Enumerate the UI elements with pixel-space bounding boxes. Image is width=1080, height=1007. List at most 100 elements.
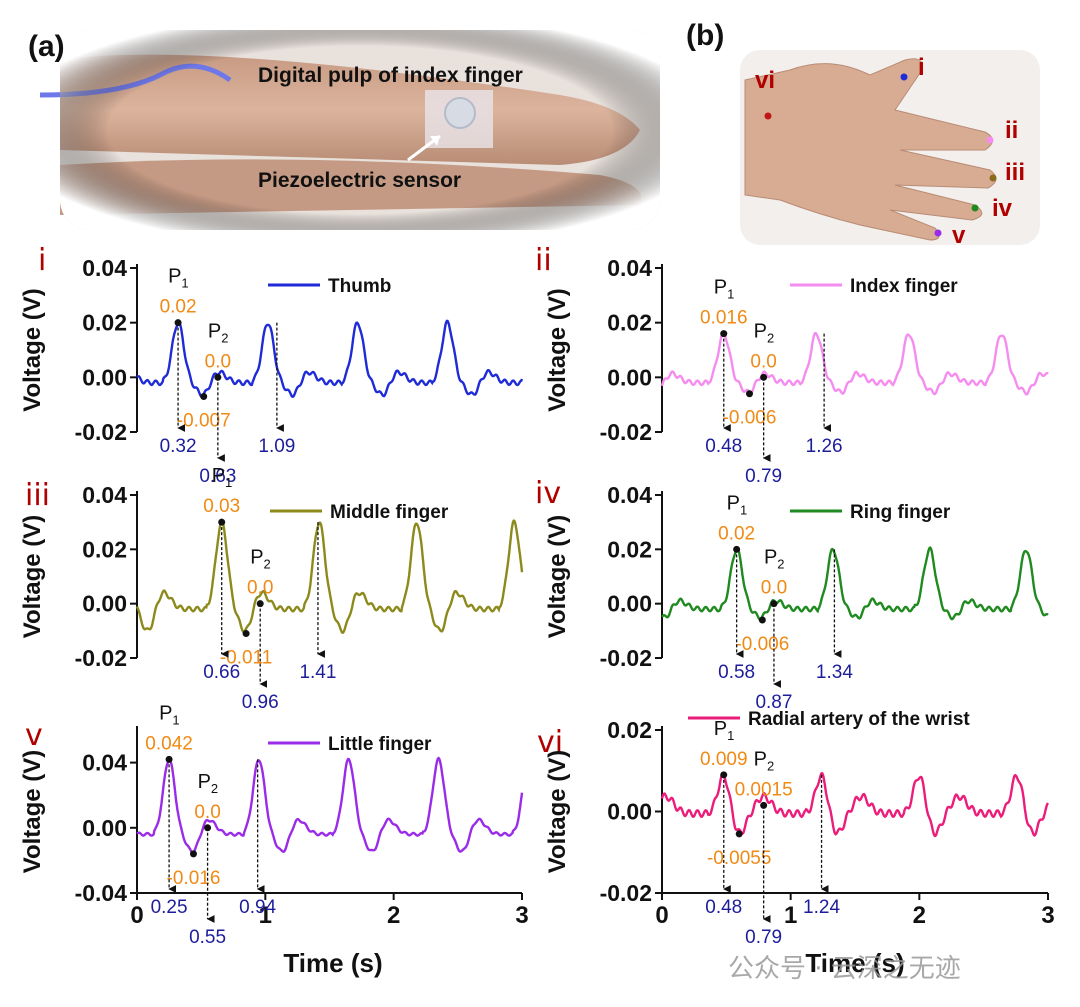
point-value-trough-iii: -0.011 (220, 648, 272, 669)
x-axis-title-left: Time (s) (283, 948, 382, 978)
series-line-i (136, 319, 524, 398)
panel-roman-i: i (38, 243, 46, 278)
site-dot-iii (989, 174, 997, 182)
panel-a-photo (39, 30, 660, 230)
y-axis-title-iii: Voltage (V) (19, 515, 46, 639)
point-value-trough-iv: -0.006 (735, 634, 789, 655)
y-tick-label-iv-1: 0.02 (607, 536, 652, 562)
site-label-v: v (952, 222, 966, 249)
chart-iv: iv 0.04 0.02 0.00 -0.02 Voltage (V) Ring finge… (535, 476, 1049, 713)
time-marker-label-v-2: 0.94 (239, 897, 276, 918)
series-line-v (136, 756, 524, 854)
time-marker-label-v-0: 0.25 (151, 897, 188, 918)
chart-ii: ii 0.04 0.02 0.00 -0.02 Voltage (V) Index fing… (535, 243, 1049, 487)
y-tick-label-ii-0: 0.04 (607, 255, 652, 281)
legend-label-v: Little finger (328, 734, 432, 755)
legend-label-ii: Index finger (850, 276, 958, 297)
panel-b-hand (740, 50, 1040, 245)
point-label-p1-ii: P1 (714, 277, 735, 302)
point-value-p1-ii: 0.016 (700, 308, 748, 329)
series-line-vi (660, 771, 1049, 838)
y-tick-label-iii-0: 0.04 (82, 482, 127, 508)
y-axis-title-v: Voltage (V) (19, 750, 46, 874)
point-value-p2-iii: 0.0 (247, 578, 273, 599)
site-label-ii: ii (1005, 117, 1018, 144)
y-tick-label-iii-2: 0.00 (82, 591, 127, 617)
point-value-p2-ii: 0.0 (750, 351, 776, 372)
panel-roman-iv: iv (535, 476, 561, 511)
point-trough-iv (758, 616, 766, 624)
chart-i: i 0.04 0.02 0.00 -0.02 Voltage (V) Thumb P1 0.02… (19, 243, 524, 487)
point-label-p1-v: P1 (159, 702, 180, 727)
panel-roman-v: v (25, 718, 43, 753)
point-value-p1-iii: 0.03 (203, 496, 240, 517)
caption-piezo-sensor: Piezoelectric sensor (258, 169, 461, 192)
point-label-p1-iv: P1 (727, 492, 748, 517)
point-value-p2-iv: 0.0 (761, 578, 787, 599)
series-line-ii (660, 330, 1049, 396)
chart-iii: iii 0.04 0.02 0.00 -0.02 Voltage (V) Middle fi… (19, 465, 524, 713)
site-label-iii: iii (1005, 159, 1025, 186)
site-dot-v (934, 229, 942, 237)
point-trough-v (189, 850, 197, 858)
x-tick-label-vi-2: 2 (913, 902, 926, 929)
time-marker-label-i-0: 0.32 (160, 436, 197, 457)
chart-v: v 0.04 0.00 -0.04 Voltage (V) 0 1 2 3 Little fing… (19, 702, 529, 948)
y-tick-label-i-1: 0.02 (82, 310, 127, 336)
point-label-p1-i: P1 (168, 266, 189, 291)
y-tick-label-ii-2: 0.00 (607, 364, 652, 390)
y-tick-label-ii-3: -0.02 (600, 419, 652, 445)
x-tick-label-vi-3: 3 (1041, 902, 1054, 929)
y-tick-label-iii-3: -0.02 (75, 645, 127, 671)
y-tick-label-v-2: -0.04 (75, 880, 128, 906)
point-value-trough-vi: -0.0055 (707, 848, 771, 869)
x-tick-label-v-0: 0 (130, 902, 143, 929)
x-tick-label-v-2: 2 (387, 902, 400, 929)
legend-label-iii: Middle finger (330, 502, 449, 523)
x-tick-label-v-1: 1 (259, 902, 272, 929)
y-axis-title-iv: Voltage (V) (544, 515, 571, 639)
time-marker-label-i-2: 1.09 (258, 436, 295, 457)
y-tick-label-i-2: 0.00 (82, 364, 127, 390)
point-value-p2-i: 0.0 (205, 351, 231, 372)
y-tick-label-vi-2: -0.02 (600, 880, 652, 906)
point-trough-ii (745, 390, 753, 398)
legend-label-i: Thumb (328, 276, 391, 297)
panel-a-label: (a) (28, 30, 65, 63)
legend-label-vi: Radial artery of the wrist (748, 709, 970, 730)
y-tick-label-ii-1: 0.02 (607, 310, 652, 336)
time-marker-label-iv-2: 1.34 (816, 662, 853, 683)
point-value-p2-vi: 0.0015 (735, 779, 793, 800)
y-tick-label-iv-3: -0.02 (600, 645, 652, 671)
y-tick-label-iv-0: 0.04 (607, 482, 652, 508)
time-marker-label-v-1: 0.55 (189, 927, 226, 948)
site-dot-vi (764, 112, 772, 120)
time-marker-label-ii-0: 0.48 (705, 436, 742, 457)
point-label-p2-v: P2 (198, 771, 219, 796)
x-tick-label-v-3: 3 (515, 902, 528, 929)
time-marker-label-iv-1: 0.87 (755, 692, 792, 713)
point-trough-vi (735, 830, 743, 838)
point-value-p2-v: 0.0 (194, 802, 220, 823)
point-trough-iii (242, 630, 250, 638)
point-trough-i (200, 392, 208, 400)
x-tick-label-vi-1: 1 (784, 902, 797, 929)
time-marker-label-i-1: 0.63 (199, 466, 236, 487)
panel-b-label: (b) (686, 19, 724, 52)
point-value-trough-v: -0.016 (167, 868, 221, 889)
y-tick-label-i-3: -0.02 (75, 419, 127, 445)
y-tick-label-vi-0: 0.02 (607, 717, 652, 743)
point-label-p1-vi: P1 (714, 718, 735, 743)
chart-vi: vi 0.02 0.00 -0.02 Voltage (V) 0 1 2 3 Radial art… (537, 709, 1055, 948)
y-tick-label-iii-1: 0.02 (82, 536, 127, 562)
site-dot-iv (971, 204, 979, 212)
y-tick-label-v-0: 0.04 (82, 750, 127, 776)
site-label-i: i (918, 54, 925, 81)
time-marker-label-iii-2: 1.41 (299, 662, 336, 683)
point-value-p1-v: 0.042 (145, 733, 193, 754)
time-marker-label-iv-0: 0.58 (718, 662, 755, 683)
point-value-p1-iv: 0.02 (718, 523, 755, 544)
panel-roman-ii: ii (535, 243, 552, 278)
